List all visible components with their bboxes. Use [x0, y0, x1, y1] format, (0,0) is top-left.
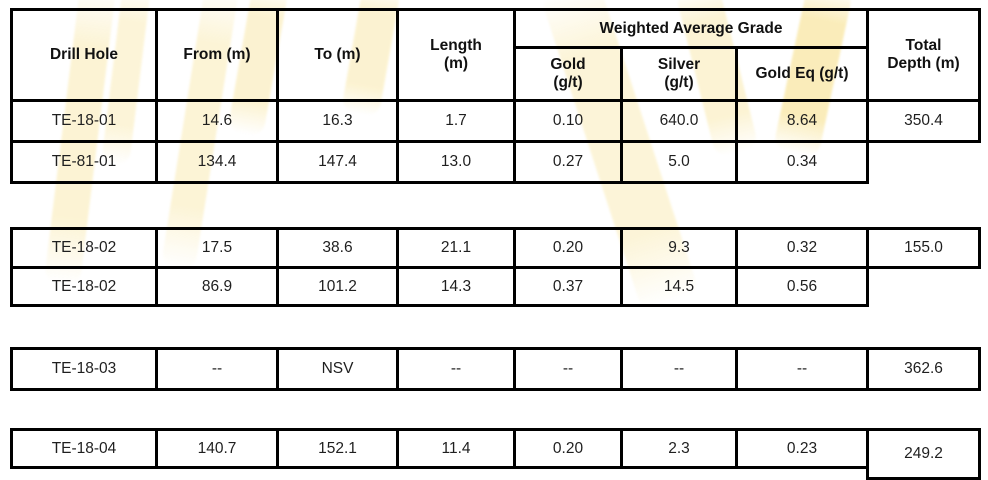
table-cell: 14.6	[155, 99, 279, 143]
table-cell: 350.4	[866, 99, 981, 143]
table-cell: 14.5	[620, 266, 738, 307]
table-cell: 0.20	[513, 428, 623, 469]
column-header-silver: Silver (g/t)	[620, 46, 738, 102]
table-cell: 0.10	[513, 99, 623, 143]
table-cell: 13.0	[396, 140, 516, 184]
table-cell: --	[735, 347, 869, 391]
table-cell: TE-18-01	[10, 99, 158, 143]
table-cell: 0.34	[735, 140, 869, 184]
table-cell: --	[155, 347, 279, 391]
table-cell: 249.2	[866, 428, 981, 480]
column-header-weighted-average-grade: Weighted Average Grade	[513, 8, 869, 49]
table-cell: 0.32	[735, 227, 869, 269]
table-cell: NSV	[276, 347, 399, 391]
table-cell: 86.9	[155, 266, 279, 307]
table-cell: --	[513, 347, 623, 391]
table-cell: 8.64	[735, 99, 869, 143]
column-header-length: Length (m)	[396, 8, 516, 102]
column-header-gold-eq: Gold Eq (g/t)	[735, 46, 869, 102]
column-header-gold: Gold (g/t)	[513, 46, 623, 102]
table-cell: 5.0	[620, 140, 738, 184]
table-cell: 11.4	[396, 428, 516, 469]
table-cell: 38.6	[276, 227, 399, 269]
column-header-total-depth: Total Depth (m)	[866, 8, 981, 102]
table-cell: TE-81-01	[10, 140, 158, 184]
table-cell: 14.3	[396, 266, 516, 307]
table-cell: --	[396, 347, 516, 391]
table-cell: 17.5	[155, 227, 279, 269]
table-cell: 0.27	[513, 140, 623, 184]
table-cell: 155.0	[866, 227, 981, 269]
table-cell: 9.3	[620, 227, 738, 269]
table-cell: 101.2	[276, 266, 399, 307]
table-cell: 152.1	[276, 428, 399, 469]
column-header-to: To (m)	[276, 8, 399, 102]
table-cell: 0.56	[735, 266, 869, 307]
table-cell: TE-18-04	[10, 428, 158, 469]
table-cell: TE-18-02	[10, 266, 158, 307]
table-cell: 21.1	[396, 227, 516, 269]
table-cell: 140.7	[155, 428, 279, 469]
table-cell: 640.0	[620, 99, 738, 143]
column-header-from: From (m)	[155, 8, 279, 102]
table-cell: 2.3	[620, 428, 738, 469]
table-cell: 134.4	[155, 140, 279, 184]
table-cell: 147.4	[276, 140, 399, 184]
table-cell: --	[620, 347, 738, 391]
table-cell: 0.20	[513, 227, 623, 269]
table-cell: 0.23	[735, 428, 869, 469]
column-header-drill-hole: Drill Hole	[10, 8, 158, 102]
table-cell: TE-18-03	[10, 347, 158, 391]
table-cell: TE-18-02	[10, 227, 158, 269]
table-cell: 1.7	[396, 99, 516, 143]
table-cell: 16.3	[276, 99, 399, 143]
table-cell: 362.6	[866, 347, 981, 391]
table-cell: 0.37	[513, 266, 623, 307]
